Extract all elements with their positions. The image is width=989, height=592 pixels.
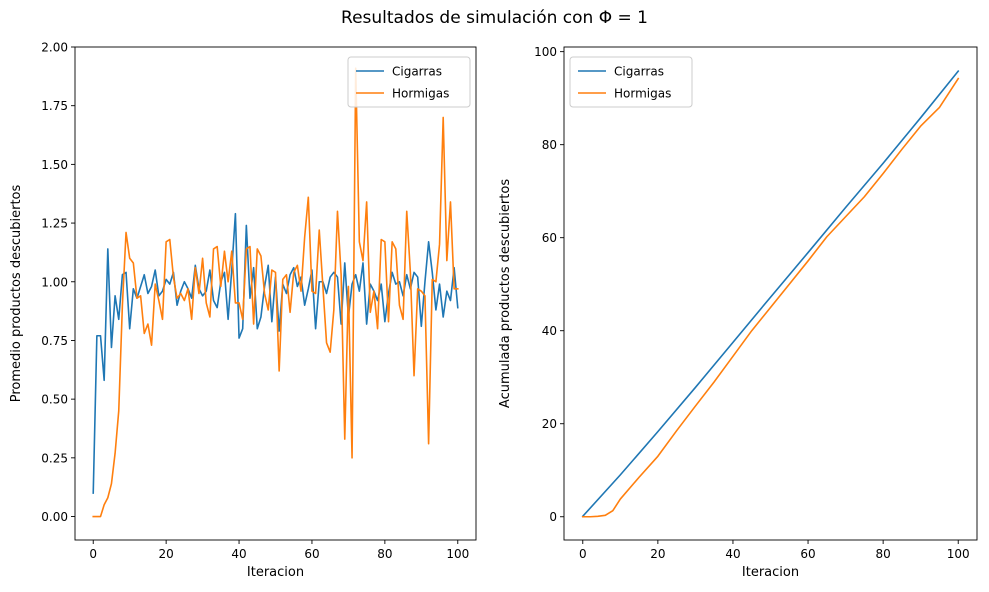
axes-frame — [74, 46, 477, 541]
legend-label-cigarras: Cigarras — [392, 65, 442, 79]
x-tick-label: 40 — [725, 547, 740, 561]
x-tick-label: 60 — [800, 547, 815, 561]
y-tick-label: 0.75 — [41, 334, 68, 348]
legend-label-hormigas: Hormigas — [614, 87, 671, 101]
y-tick-label: 40 — [542, 324, 557, 338]
y-tick-label: 1.50 — [41, 158, 68, 172]
plot-area-1 — [581, 70, 960, 518]
y-tick-label: 2.00 — [41, 41, 68, 55]
series-line-hormigas — [92, 67, 459, 518]
y-tick-label: 0 — [549, 510, 557, 524]
series-line-hormigas — [581, 77, 960, 518]
x-tick-label: 40 — [231, 547, 246, 561]
y-tick-label: 1.25 — [41, 217, 68, 231]
x-tick-label: 80 — [377, 547, 392, 561]
plot-area-0 — [92, 67, 459, 518]
series-line-cigarras — [92, 212, 459, 494]
figure-title: Resultados de simulación con Φ = 1 — [341, 8, 648, 28]
axes-frame — [563, 46, 978, 541]
y-tick-label: 1.75 — [41, 99, 68, 113]
series-line-cigarras — [581, 70, 960, 518]
legend: Cigarras Hormigas — [347, 56, 471, 108]
y-tick-label: 100 — [534, 45, 557, 59]
legend-box — [569, 56, 693, 108]
x-tick-label: 80 — [875, 547, 890, 561]
right-chart: 0 20 40 60 80 100 0 20 40 60 80 100 Iteracion Acumula… — [498, 45, 978, 580]
x-tick-label: 20 — [650, 547, 665, 561]
y-tick-label: 0.50 — [41, 393, 68, 407]
y-axis-label: Acumulada productos descubiertos — [498, 179, 513, 408]
y-tick-label: 60 — [542, 231, 557, 245]
x-axis-label: Iteracion — [742, 565, 799, 580]
y-tick-label: 0.00 — [41, 510, 68, 524]
x-tick-label: 0 — [89, 547, 97, 561]
legend-label-cigarras: Cigarras — [614, 65, 664, 79]
x-tick-label: 100 — [947, 547, 970, 561]
left-chart: 0 20 40 60 80 100 0.00 0.25 0.50 0.75 1.00 1.25 1.50… — [9, 41, 477, 580]
legend: Cigarras Hormigas — [569, 56, 693, 108]
legend-label-hormigas: Hormigas — [392, 87, 449, 101]
y-axis-label: Promedio productos descubiertos — [9, 185, 24, 403]
y-tick-label: 20 — [542, 417, 557, 431]
x-tick-label: 100 — [446, 547, 469, 561]
y-tick-label: 0.25 — [41, 451, 68, 465]
y-tick-label: 1.00 — [41, 275, 68, 289]
y-tick-label: 80 — [542, 138, 557, 152]
x-tick-label: 20 — [158, 547, 173, 561]
x-tick-label: 0 — [579, 547, 587, 561]
x-axis-label: Iteracion — [247, 565, 304, 580]
x-tick-label: 60 — [304, 547, 319, 561]
legend-box — [347, 56, 471, 108]
